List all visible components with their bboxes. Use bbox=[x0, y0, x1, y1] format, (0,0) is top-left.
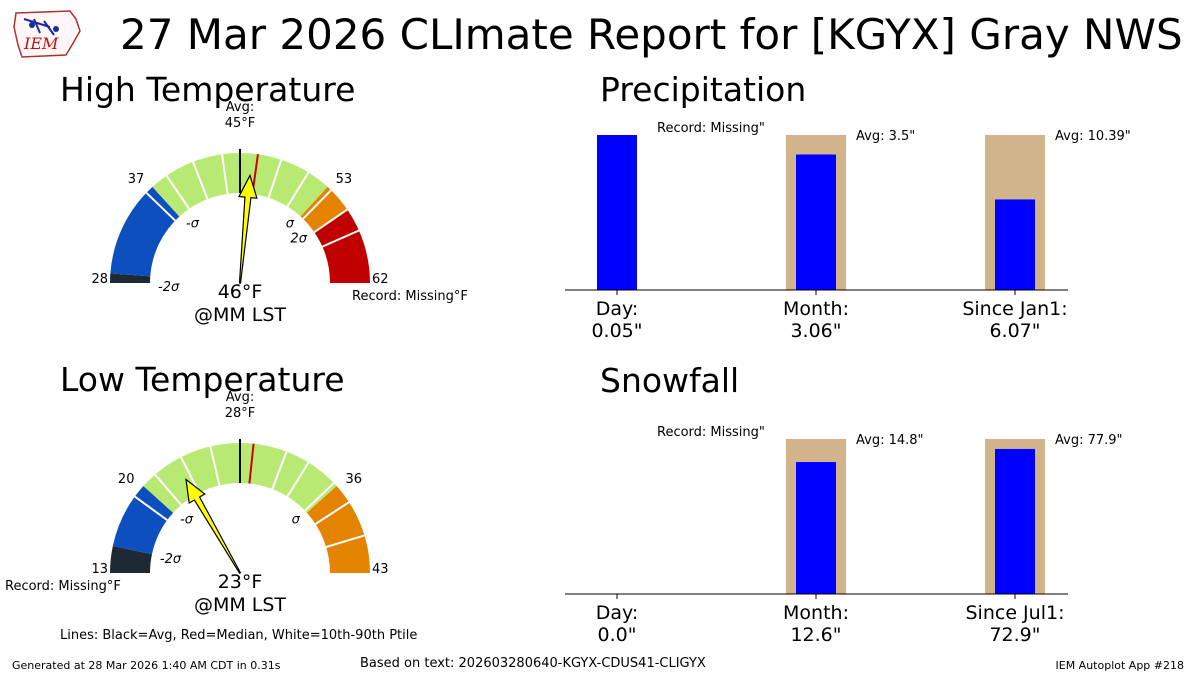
percentile-line bbox=[286, 171, 310, 208]
bar-category-label: Since Jul1: bbox=[966, 602, 1065, 624]
bar-avg-label: Avg: 10.39" bbox=[1055, 129, 1131, 144]
bar-avg-label: Avg: 77.9" bbox=[1055, 433, 1123, 448]
percentile-line bbox=[134, 495, 168, 521]
sigma-label: -2σ bbox=[158, 280, 180, 295]
percentile-line bbox=[209, 446, 221, 486]
iem-logo: IEM bbox=[13, 10, 81, 58]
percentile-line bbox=[313, 208, 348, 233]
bar-category-label: Day: bbox=[596, 298, 639, 320]
bar-title: Precipitation bbox=[600, 70, 806, 109]
avg-label: Avg: bbox=[226, 100, 254, 115]
percentile-line bbox=[267, 159, 283, 198]
percentile-line bbox=[325, 534, 365, 548]
sigma-label: -σ bbox=[180, 512, 194, 527]
observed-bar bbox=[597, 135, 637, 290]
tick-label: 37 bbox=[128, 172, 145, 187]
gauge-zone-above_sigma bbox=[306, 486, 370, 573]
percentile-line bbox=[302, 189, 332, 220]
bar-value-label: 0.05" bbox=[591, 320, 642, 342]
svg-text:IEM: IEM bbox=[23, 34, 59, 53]
bar-title: Snowfall bbox=[600, 361, 739, 400]
gauge-title: High Temperature bbox=[60, 70, 355, 109]
avg-label: Avg: bbox=[226, 390, 254, 405]
avg-value-label: 28°F bbox=[225, 406, 256, 421]
observed-bar bbox=[995, 448, 1035, 594]
bar-category-label: Month: bbox=[783, 602, 849, 624]
observed-value: 23°F bbox=[218, 571, 263, 593]
tick-label: 62 bbox=[372, 272, 389, 287]
tick-label: 43 bbox=[372, 562, 389, 577]
percentile-line bbox=[221, 154, 229, 195]
observed-arrow bbox=[185, 478, 242, 575]
bar-value-label: 0.0" bbox=[598, 624, 637, 646]
bar-value-label: 3.06" bbox=[790, 320, 841, 342]
footer-app: IEM Autoplot App #218 bbox=[1055, 659, 1185, 672]
bar-value-label: 6.07" bbox=[989, 320, 1040, 342]
sigma-label: -σ bbox=[186, 216, 200, 231]
avg-value-label: 45°F bbox=[225, 116, 256, 131]
sigma-label: σ bbox=[286, 216, 295, 231]
percentile-line bbox=[271, 451, 288, 490]
legend-note: Lines: Black=Avg, Red=Median, White=10th… bbox=[60, 628, 418, 643]
percentile-line bbox=[145, 192, 176, 222]
gauge-zone-below_sigma bbox=[112, 486, 174, 555]
percentile-line bbox=[154, 473, 182, 506]
gauge-zone-above_2sigma bbox=[314, 209, 370, 283]
percentile-line bbox=[165, 175, 190, 210]
tick-label: 53 bbox=[336, 172, 353, 187]
gauge-zone-below_2sigma bbox=[110, 545, 152, 573]
bar-avg-label: Avg: 14.8" bbox=[856, 433, 924, 448]
tick-label: 28 bbox=[91, 272, 108, 287]
observed-time: @MM LST bbox=[194, 304, 286, 326]
gauge-title: Low Temperature bbox=[60, 360, 345, 399]
sigma-label: 2σ bbox=[290, 231, 307, 246]
bar-record-label: Record: Missing" bbox=[657, 121, 765, 136]
gauge-zone-below_2sigma bbox=[110, 273, 151, 283]
bar-record-label: Record: Missing" bbox=[657, 425, 765, 440]
observed-time: @MM LST bbox=[194, 594, 286, 616]
tick-label: 36 bbox=[346, 472, 363, 487]
bar-value-label: 72.9" bbox=[989, 624, 1040, 646]
median-line bbox=[248, 443, 255, 484]
tick-label: 20 bbox=[118, 472, 135, 487]
sigma-label: σ bbox=[292, 512, 301, 527]
percentile-line bbox=[286, 461, 310, 498]
percentile-line bbox=[304, 482, 335, 512]
percentile-line bbox=[321, 229, 360, 248]
bar-category-label: Month: bbox=[783, 298, 849, 320]
observed-arrow bbox=[238, 173, 258, 284]
sigma-label: -2σ bbox=[160, 552, 182, 567]
record-label: Record: Missing°F bbox=[5, 579, 121, 594]
observed-bar bbox=[796, 154, 836, 290]
percentile-line bbox=[192, 161, 209, 200]
observed-value: 46°F bbox=[218, 281, 263, 303]
footer-based-on: Based on text: 202603280640-KGYX-CDUS41-… bbox=[360, 656, 706, 671]
observed-bar bbox=[995, 199, 1035, 290]
bar-value-label: 12.6" bbox=[790, 624, 841, 646]
observed-bar bbox=[796, 462, 836, 594]
bar-avg-label: Avg: 3.5" bbox=[856, 129, 915, 144]
footer-generated: Generated at 28 Mar 2026 1:40 AM CDT in … bbox=[12, 659, 281, 672]
tick-label: 13 bbox=[91, 562, 108, 577]
bar-category-label: Since Jan1: bbox=[962, 298, 1067, 320]
page-title: 27 Mar 2026 CLImate Report for [KGYX] Gr… bbox=[120, 10, 1183, 59]
percentile-line bbox=[314, 501, 350, 525]
bar-category-label: Day: bbox=[596, 602, 639, 624]
record-label: Record: Missing°F bbox=[352, 289, 468, 304]
gauge-zone-above_sigma bbox=[300, 186, 348, 233]
